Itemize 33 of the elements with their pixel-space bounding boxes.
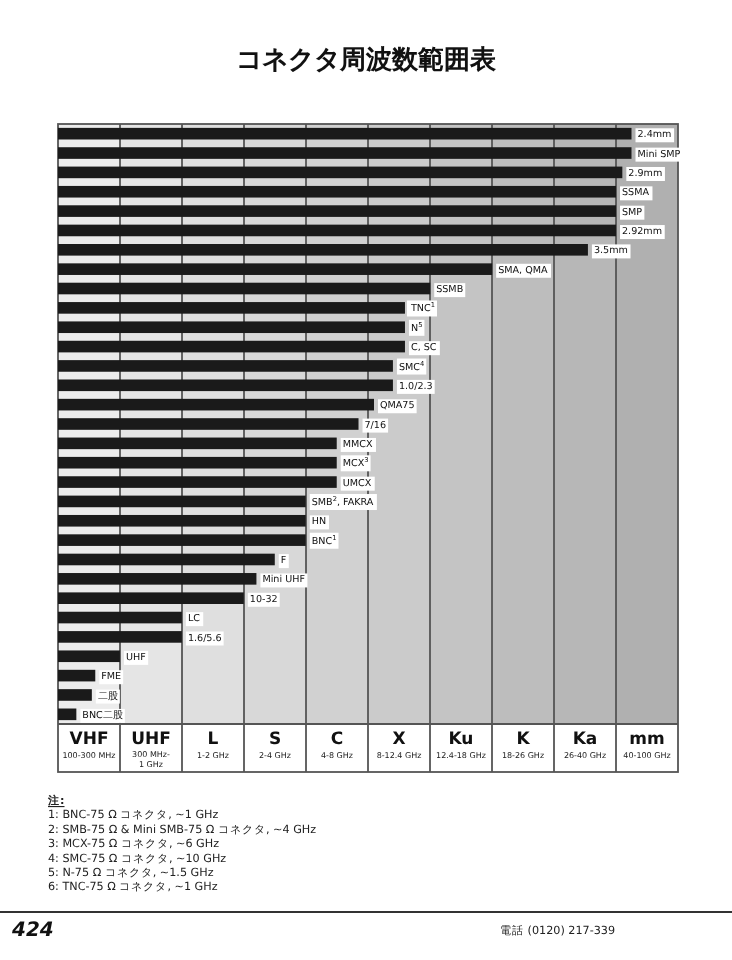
bar	[58, 398, 374, 411]
bar	[58, 611, 182, 624]
bar	[58, 340, 405, 353]
bar	[58, 553, 275, 566]
bar	[58, 476, 337, 488]
bar	[58, 514, 306, 527]
bar	[58, 321, 405, 334]
bar	[58, 592, 244, 604]
bar	[58, 360, 393, 372]
bar	[58, 147, 632, 159]
bar	[58, 302, 405, 314]
bar	[58, 205, 617, 217]
bar	[58, 573, 257, 585]
bar	[58, 244, 588, 256]
bar	[58, 669, 96, 682]
bar	[58, 534, 306, 546]
bar	[58, 418, 359, 430]
bar	[58, 263, 493, 275]
bar	[58, 456, 337, 469]
bar	[58, 379, 393, 392]
bar	[58, 708, 77, 721]
text: 424	[10, 920, 54, 942]
bar	[58, 166, 623, 179]
bar	[58, 282, 431, 295]
bar	[58, 495, 306, 508]
bar	[58, 631, 182, 643]
bar	[58, 437, 337, 450]
bar	[58, 224, 617, 237]
bar	[58, 185, 617, 198]
bar	[58, 127, 632, 140]
chart-title: コネクタ周波数範囲表	[236, 46, 498, 76]
bar	[58, 689, 92, 701]
bar	[58, 650, 120, 663]
